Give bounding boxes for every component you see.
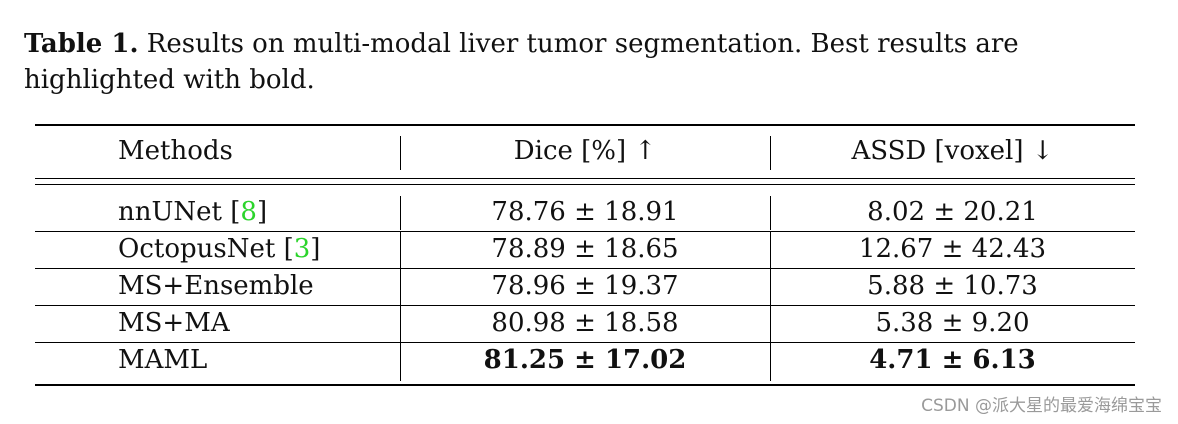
table-cell-dice: 78.96 ± 19.37 — [491, 271, 679, 301]
table-cell-assd: 5.38 ± 9.20 — [875, 308, 1030, 338]
table-cell-assd: 8.02 ± 20.21 — [867, 197, 1038, 227]
watermark: CSDN @派大星的最爱海绵宝宝 — [921, 396, 1162, 416]
bottom-rule — [35, 384, 1135, 386]
citation-link[interactable]: 3 — [293, 234, 311, 264]
row-rule — [35, 305, 1135, 306]
header-dice: Dice [%] ↑ — [513, 136, 657, 166]
row-rule — [35, 268, 1135, 269]
header-double-rule — [35, 178, 1135, 179]
table-cell-dice-best: 81.25 ± 17.02 — [483, 345, 687, 375]
column-divider — [400, 269, 401, 305]
table-row-method: nnUNet [8] — [118, 197, 268, 227]
column-divider — [400, 196, 401, 230]
table-cell-assd: 12.67 ± 42.43 — [858, 234, 1047, 264]
table-row-method: MS+Ensemble — [118, 271, 314, 301]
table-cell-assd-best: 4.71 ± 6.13 — [869, 345, 1036, 375]
column-divider — [770, 136, 771, 170]
citation-link[interactable]: 8 — [240, 197, 257, 227]
table-row-method: OctopusNet [3] — [118, 234, 321, 264]
caption-label: Table 1. — [24, 29, 139, 59]
column-divider — [770, 232, 771, 268]
header-methods: Methods — [118, 136, 233, 166]
row-rule — [35, 231, 1135, 232]
table-row-method: MAML — [118, 345, 208, 375]
column-divider — [770, 196, 771, 230]
column-divider — [400, 136, 401, 170]
table-cell-dice: 78.89 ± 18.65 — [491, 234, 679, 264]
table-caption: Table 1. Results on multi-modal liver tu… — [24, 26, 1154, 98]
header-double-rule — [35, 184, 1135, 185]
table-cell-assd: 5.88 ± 10.73 — [867, 271, 1038, 301]
table-row-method: MS+MA — [118, 308, 230, 338]
column-divider — [400, 232, 401, 268]
column-divider — [770, 306, 771, 342]
top-rule — [35, 124, 1135, 126]
column-divider — [770, 343, 771, 381]
row-rule — [35, 342, 1135, 343]
table-cell-dice: 78.76 ± 18.91 — [491, 197, 679, 227]
header-assd: ASSD [voxel] ↓ — [851, 136, 1054, 166]
column-divider — [400, 343, 401, 381]
caption-text: Results on multi-modal liver tumor segme… — [24, 29, 1019, 95]
column-divider — [770, 269, 771, 305]
column-divider — [400, 306, 401, 342]
table-cell-dice: 80.98 ± 18.58 — [491, 308, 679, 338]
